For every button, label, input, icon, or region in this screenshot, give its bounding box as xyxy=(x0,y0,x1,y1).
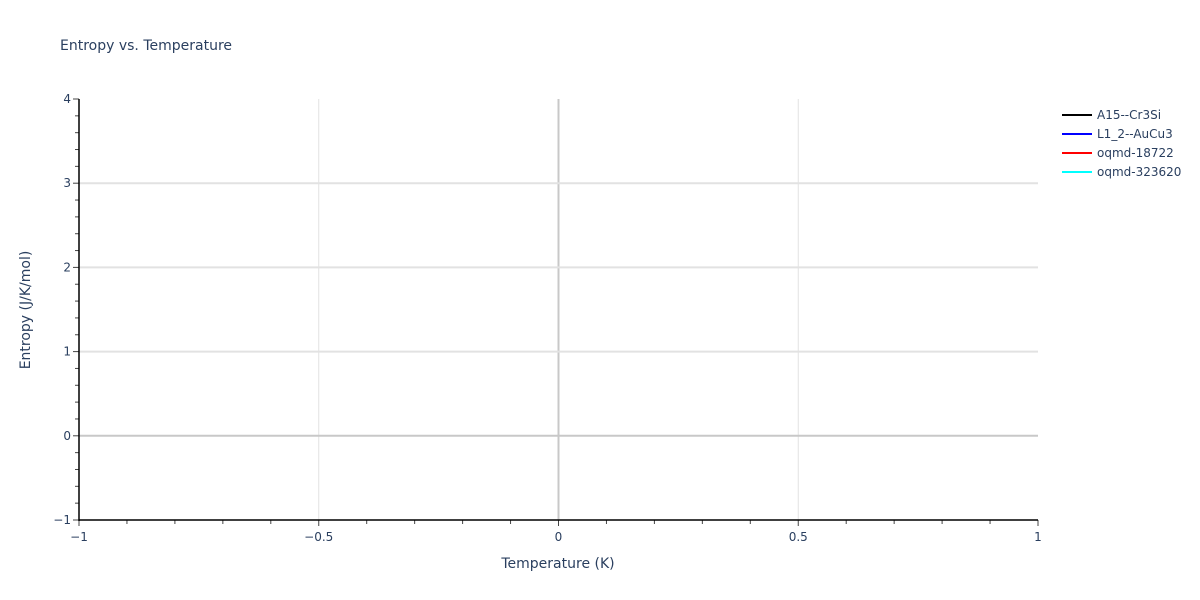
legend: A15--Cr3Si L1_2--AuCu3 oqmd-18722 oqmd-3236… xyxy=(1062,108,1181,179)
x-tick-label: 0 xyxy=(555,530,563,544)
y-tick-label: 0 xyxy=(63,429,71,443)
x-tick-label: 1 xyxy=(1034,530,1042,544)
x-tick-label: −1 xyxy=(70,530,88,544)
legend-label: A15--Cr3Si xyxy=(1097,108,1161,122)
chart-title: Entropy vs. Temperature xyxy=(60,38,232,54)
x-axis-label: Temperature (K) xyxy=(500,556,614,572)
y-axis-label: Entropy (J/K/mol) xyxy=(18,251,34,370)
axes: −1 −0.5 0 0.5 1 −1 0 1 2 3 4 xyxy=(53,92,1042,544)
y-tick-label: 3 xyxy=(63,176,71,190)
grid xyxy=(79,99,1038,520)
y-tick-label: 4 xyxy=(63,92,71,106)
legend-label: oqmd-323620 xyxy=(1097,165,1181,179)
legend-label: L1_2--AuCu3 xyxy=(1097,127,1173,141)
y-tick-label: 1 xyxy=(63,345,71,359)
x-tick-label: −0.5 xyxy=(304,530,333,544)
y-tick-label: −1 xyxy=(53,513,71,527)
legend-label: oqmd-18722 xyxy=(1097,146,1174,160)
y-tick-label: 2 xyxy=(63,260,71,274)
x-tick-label: 0.5 xyxy=(789,530,808,544)
